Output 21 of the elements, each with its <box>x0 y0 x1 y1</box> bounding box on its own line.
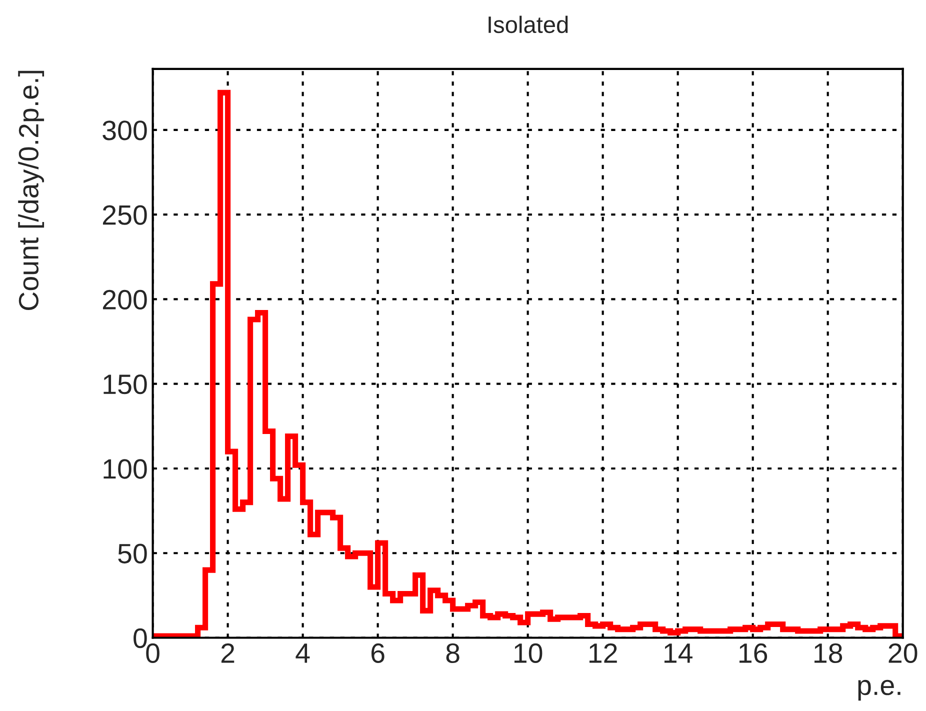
y-tick-label: 200 <box>102 290 147 310</box>
x-tick-label: 6 <box>371 643 384 664</box>
y-tick-label: 50 <box>118 544 147 564</box>
x-tick-label: 2 <box>221 643 234 663</box>
chart-title: Isolated <box>488 16 568 34</box>
y-tick-label: 0 <box>134 628 147 648</box>
x-tick-label: 16 <box>740 643 768 664</box>
y-axis-title: Count [/day/0.2p.e.] <box>18 70 44 310</box>
y-tick-label: 250 <box>102 205 147 225</box>
x-tick-label: 8 <box>446 643 460 664</box>
x-tick-label: 20 <box>888 643 918 664</box>
x-tick-label: 10 <box>514 643 542 664</box>
y-tick-label: 300 <box>102 120 147 140</box>
x-tick-label: 14 <box>664 644 692 663</box>
x-tick-label: 18 <box>814 643 842 664</box>
x-tick-label: 0 <box>146 643 160 664</box>
y-tick-label: 150 <box>104 374 147 394</box>
y-tick-label: 100 <box>104 459 147 479</box>
x-tick-label: 12 <box>589 643 617 663</box>
x-axis-title: p.e. <box>858 680 900 701</box>
x-tick-label: 4 <box>296 644 310 663</box>
